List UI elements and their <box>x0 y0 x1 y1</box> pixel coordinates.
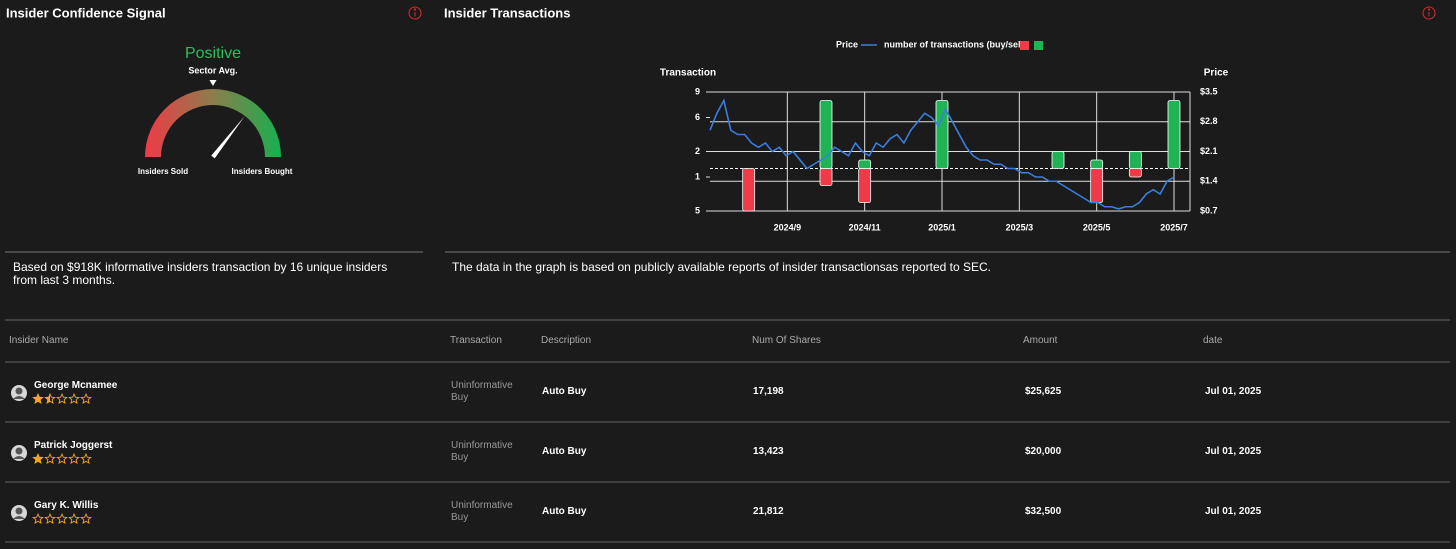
transaction: Uninformative Buy <box>451 440 513 463</box>
star <box>32 392 44 404</box>
note: Based on $918K informative insiders tran… <box>13 260 388 287</box>
cell-date: Jul 01, 2025 <box>1205 446 1262 457</box>
buy-bar <box>935 100 949 169</box>
legend-swatch <box>1034 41 1043 50</box>
avatar <box>15 447 23 455</box>
x-tick-label: 2024/9 <box>774 222 802 232</box>
star <box>44 392 56 404</box>
y2-axis-title: Price <box>1204 68 1229 79</box>
transaction: Uninformative Buy <box>451 380 513 403</box>
star <box>56 512 68 524</box>
star-fill <box>45 394 50 404</box>
y2-tick-label: $0.7 <box>1200 205 1218 215</box>
column-header: date <box>1203 335 1223 346</box>
note: The data in the graph is based on public… <box>452 260 991 274</box>
price-line <box>709 98 1175 210</box>
star <box>44 512 56 524</box>
panel-title: Insider Confidence Signal <box>6 5 166 20</box>
y-tick-label: 9 <box>695 86 700 96</box>
cell-amount: $20,000 <box>1025 446 1062 457</box>
star <box>56 392 68 404</box>
y-axis-title: Transaction <box>660 68 716 79</box>
column-header: Insider Name <box>9 335 69 346</box>
sell-bar <box>742 168 756 212</box>
sell-bar <box>819 168 833 186</box>
sell-bar <box>1090 168 1104 203</box>
column-header: Amount <box>1023 335 1058 346</box>
y-tick-label: 2 <box>695 146 700 156</box>
cell-amount: $32,500 <box>1025 506 1062 517</box>
star <box>44 452 56 464</box>
buy-bar <box>1090 159 1104 169</box>
avatar <box>13 516 25 519</box>
buy-bar <box>1128 151 1142 169</box>
x-tick-label: 2025/7 <box>1160 222 1188 232</box>
signal: Positive <box>185 45 241 62</box>
panel-title: Insider Transactions <box>444 5 570 20</box>
sell-bar <box>858 168 872 203</box>
gauge-label: Insiders Sold <box>138 167 188 176</box>
avatar <box>15 387 23 395</box>
sell-bar <box>1128 168 1142 178</box>
x-tick-label: 2025/1 <box>928 222 956 232</box>
cell-date: Jul 01, 2025 <box>1205 506 1262 517</box>
info-icon[interactable] <box>1422 6 1436 20</box>
star <box>32 452 44 464</box>
cell-shares: 17,198 <box>753 386 784 397</box>
y2-tick-label: $1.4 <box>1200 176 1218 186</box>
transaction: Uninformative Buy <box>451 500 513 523</box>
y2-tick-label: $2.1 <box>1200 146 1218 156</box>
sector-label: Sector Avg. <box>188 65 237 75</box>
y2-tick-label: $2.8 <box>1200 116 1218 126</box>
cell-shares: 13,423 <box>753 446 784 457</box>
avatar <box>13 456 25 459</box>
cell-description: Auto Buy <box>542 386 587 397</box>
y-tick-label: 1 <box>695 171 700 181</box>
column-header: Description <box>541 335 592 346</box>
legend-swatch <box>1020 41 1029 50</box>
star <box>68 452 80 464</box>
star <box>68 392 80 404</box>
x-tick-label: 2024/11 <box>849 222 881 232</box>
insider-name: Patrick Joggerst <box>34 440 113 451</box>
y2-tick-label: $3.5 <box>1200 86 1218 96</box>
column-header: Num Of Shares <box>752 335 821 346</box>
cell-shares: 21,812 <box>753 506 784 517</box>
star <box>80 392 92 404</box>
star <box>32 512 44 524</box>
y-tick-label: 6 <box>695 112 700 122</box>
gauge-arc <box>145 89 281 157</box>
cell-description: Auto Buy <box>542 446 587 457</box>
star <box>68 512 80 524</box>
star <box>56 452 68 464</box>
star <box>80 512 92 524</box>
avatar <box>15 507 23 515</box>
x-tick-label: 2025/3 <box>1006 222 1034 232</box>
legend-label: number of transactions (buy/sell) <box>884 39 1026 49</box>
buy-bar <box>858 159 872 169</box>
star <box>80 452 92 464</box>
x-tick-label: 2025/5 <box>1083 222 1111 232</box>
buy-bar <box>819 100 833 169</box>
gauge-needle <box>211 115 245 159</box>
cell-amount: $25,625 <box>1025 386 1062 397</box>
gauge-label: Insiders Bought <box>232 167 293 176</box>
cell-date: Jul 01, 2025 <box>1205 386 1262 397</box>
y-tick-label: 5 <box>695 205 700 215</box>
sector-marker <box>209 80 217 86</box>
buy-bar <box>1051 151 1065 169</box>
cell-description: Auto Buy <box>542 506 587 517</box>
avatar <box>13 396 25 399</box>
info-icon[interactable] <box>408 6 422 20</box>
column-header: Transaction <box>450 335 502 346</box>
buy-bar <box>1167 100 1181 169</box>
insider-name: George Mcnamee <box>34 380 118 391</box>
legend-label: Price <box>836 39 858 49</box>
insider-name: Gary K. Willis <box>34 500 99 511</box>
